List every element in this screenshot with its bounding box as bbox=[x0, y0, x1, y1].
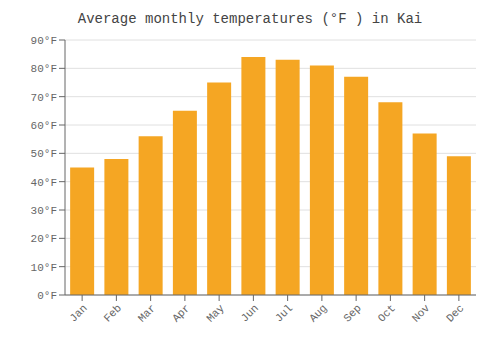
svg-text:Sep: Sep bbox=[341, 302, 363, 324]
svg-text:May: May bbox=[204, 302, 227, 325]
svg-text:0°F: 0°F bbox=[37, 290, 57, 302]
svg-text:50°F: 50°F bbox=[31, 148, 57, 160]
svg-text:60°F: 60°F bbox=[31, 120, 57, 132]
svg-text:Dec: Dec bbox=[444, 302, 466, 324]
svg-text:90°F: 90°F bbox=[31, 35, 57, 47]
svg-text:10°F: 10°F bbox=[31, 262, 57, 274]
svg-text:Nov: Nov bbox=[410, 302, 433, 325]
svg-text:Jun: Jun bbox=[239, 302, 261, 324]
svg-text:Mar: Mar bbox=[136, 302, 158, 324]
svg-text:Feb: Feb bbox=[102, 302, 124, 324]
svg-text:80°F: 80°F bbox=[31, 63, 57, 75]
svg-text:Jan: Jan bbox=[67, 302, 89, 324]
svg-text:Apr: Apr bbox=[170, 302, 192, 324]
svg-text:70°F: 70°F bbox=[31, 92, 57, 104]
svg-text:30°F: 30°F bbox=[31, 205, 57, 217]
svg-text:Aug: Aug bbox=[307, 302, 329, 324]
html-text:Average monthly temperatures (: Average monthly temperatures (°F ) in Ka… bbox=[77, 11, 423, 27]
svg-text:40°F: 40°F bbox=[31, 177, 57, 189]
svg-text:20°F: 20°F bbox=[31, 233, 57, 245]
svg-text:Oct: Oct bbox=[376, 302, 398, 324]
svg-text:Jul: Jul bbox=[273, 302, 295, 324]
